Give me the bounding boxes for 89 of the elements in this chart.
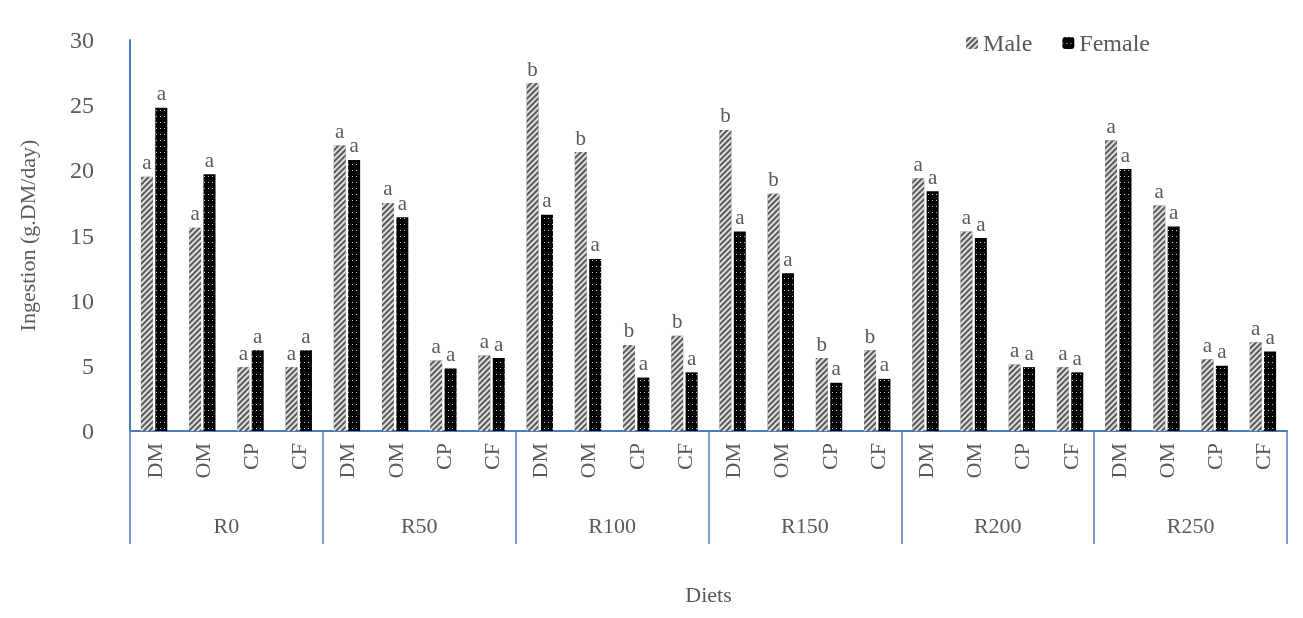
data-label: a xyxy=(1009,338,1020,363)
x-tick-label: CF xyxy=(479,443,505,470)
y-tick-label: 15 xyxy=(70,222,94,249)
x-tick-label: OM xyxy=(961,443,987,479)
data-label: a xyxy=(961,205,972,230)
data-label: a xyxy=(976,211,987,236)
data-label: a xyxy=(142,150,153,175)
data-label: a xyxy=(638,351,649,376)
text: R0 xyxy=(213,512,240,538)
y-tick-label: 20 xyxy=(70,157,94,184)
data-label: b xyxy=(623,318,635,343)
x-tick-label: DM xyxy=(720,443,746,479)
data-label: a xyxy=(735,205,746,230)
text: R50 xyxy=(400,512,438,538)
x-tick-label: DM xyxy=(912,443,938,479)
legend-label: Male xyxy=(983,30,1033,56)
data-label: a xyxy=(1251,315,1262,340)
data-label: b xyxy=(527,56,538,81)
data-label: a xyxy=(253,323,264,348)
data-label: b xyxy=(816,331,828,356)
x-tick-label: OM xyxy=(382,443,408,479)
data-label: b xyxy=(575,125,587,150)
x-tick-label: CF xyxy=(1250,443,1276,470)
data-label: a xyxy=(913,151,924,176)
data-label: a xyxy=(238,340,249,365)
data-label: a xyxy=(349,133,360,158)
y-axis-title: Ingestion (g.DM/day) xyxy=(14,139,40,332)
data-label: a xyxy=(204,147,215,172)
data-label: a xyxy=(335,119,346,144)
y-tick-label: 5 xyxy=(82,352,94,379)
data-label: b xyxy=(720,103,731,128)
y-tick-label: 0 xyxy=(82,418,94,444)
data-label: a xyxy=(1120,142,1131,167)
data-label: a xyxy=(927,164,938,189)
data-label: a xyxy=(190,201,201,226)
data-label: a xyxy=(542,188,553,213)
data-label: a xyxy=(431,334,442,359)
data-label: a xyxy=(383,176,394,201)
data-label: a xyxy=(494,331,505,356)
x-tick-label: OM xyxy=(575,443,601,479)
x-tick-label: DM xyxy=(527,443,553,479)
data-label: a xyxy=(1265,325,1276,349)
x-tick-label: OM xyxy=(1153,443,1179,479)
y-tick-label: 25 xyxy=(70,92,94,119)
data-label: a xyxy=(783,246,794,271)
data-label: a xyxy=(831,356,842,381)
data-label: a xyxy=(156,81,167,106)
y-tick-label: 30 xyxy=(70,27,94,53)
x-tick-label: CF xyxy=(1057,443,1083,470)
data-label: a xyxy=(397,190,408,215)
text: R200 xyxy=(973,512,1022,538)
legend-label: Female xyxy=(1079,30,1150,56)
data-label: a xyxy=(286,340,297,365)
data-label: a xyxy=(1169,199,1180,224)
data-label: a xyxy=(1058,340,1069,365)
x-tick-label: CP xyxy=(1202,443,1228,470)
x-tick-label: CP xyxy=(816,443,842,470)
data-label: a xyxy=(1202,332,1213,357)
x-tick-label: CP xyxy=(430,443,456,470)
data-label: a xyxy=(1024,340,1035,365)
text: R150 xyxy=(781,512,829,538)
data-label: a xyxy=(879,352,890,377)
data-label: a xyxy=(479,328,490,353)
data-label: a xyxy=(1072,345,1083,370)
x-tick-label: DM xyxy=(141,443,167,479)
data-label: b xyxy=(671,309,683,334)
data-label: a xyxy=(301,323,312,348)
data-label: b xyxy=(768,167,779,192)
x-tick-label: CP xyxy=(1009,443,1035,470)
x-tick-label: CF xyxy=(864,443,890,470)
data-label: a xyxy=(686,345,697,370)
y-tick-label: 10 xyxy=(70,287,94,314)
data-label: a xyxy=(1154,179,1165,204)
text: R100 xyxy=(588,512,636,538)
x-tick-label: CF xyxy=(671,443,697,470)
data-label: a xyxy=(1217,339,1228,364)
x-tick-label: OM xyxy=(189,443,215,479)
x-tick-label: CP xyxy=(238,443,264,470)
data-label: a xyxy=(1106,113,1117,138)
x-tick-label: CF xyxy=(286,443,312,470)
x-tick-label: OM xyxy=(768,443,794,479)
data-label: b xyxy=(864,323,876,348)
x-axis-title: Diets xyxy=(685,581,732,607)
x-tick-label: DM xyxy=(1105,443,1131,479)
data-label: a xyxy=(590,232,601,257)
data-label: a xyxy=(445,341,456,366)
text: R250 xyxy=(1166,512,1215,538)
x-tick-label: CP xyxy=(623,443,649,470)
x-tick-label: DM xyxy=(334,443,360,479)
